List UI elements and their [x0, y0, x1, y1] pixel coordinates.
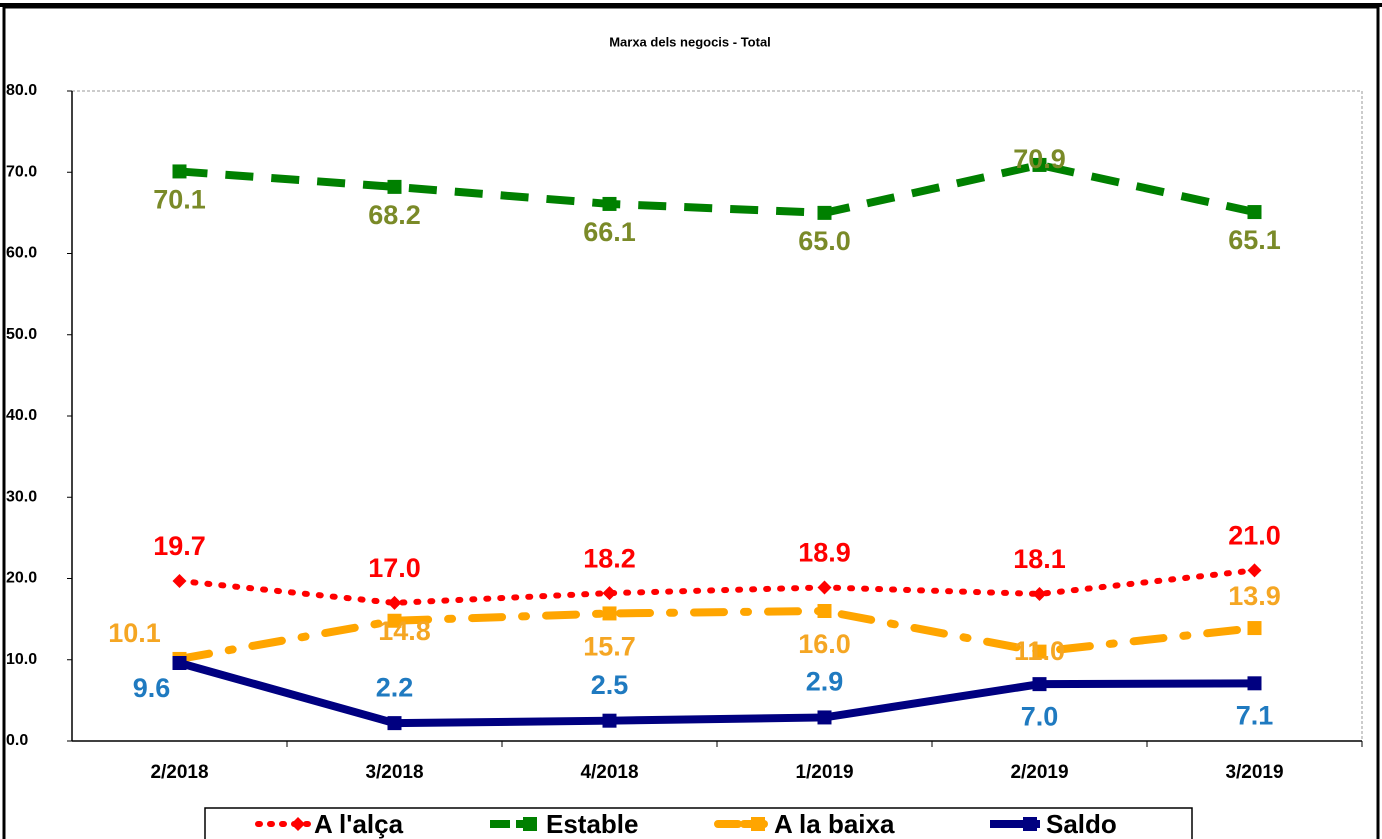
- data-label: 21.0: [1228, 521, 1281, 551]
- y-tick-label: 60.0: [6, 245, 37, 262]
- point: [817, 205, 832, 220]
- data-label: 68.2: [368, 200, 421, 230]
- legend-marker: [291, 817, 305, 831]
- y-tick-label: 20.0: [6, 570, 37, 587]
- data-label: 9.6: [133, 673, 171, 703]
- data-label: 17.0: [368, 553, 421, 583]
- data-label: 16.0: [798, 629, 851, 659]
- data-label: 2.2: [376, 672, 414, 702]
- x-tick-label: 2/2018: [150, 762, 208, 783]
- y-tick-label: 10.0: [6, 651, 37, 668]
- point: [817, 604, 832, 618]
- chart-title: Marxa dels negocis - Total: [609, 34, 771, 49]
- x-tick-label: 3/2019: [1225, 762, 1283, 783]
- y-tick-label: 30.0: [6, 488, 37, 505]
- data-label: 18.9: [798, 538, 851, 568]
- data-label: 65.1: [1228, 225, 1281, 255]
- data-label: 2.9: [806, 667, 844, 697]
- point: [1032, 157, 1047, 172]
- data-label: 70.9: [1013, 144, 1066, 174]
- data-label: 2.5: [591, 670, 629, 700]
- legend-marker: [523, 817, 537, 831]
- legend-label: A la baixa: [774, 809, 895, 839]
- point: [387, 716, 402, 731]
- y-tick-label: 0.0: [6, 732, 28, 749]
- point: [172, 164, 187, 179]
- y-tick-label: 50.0: [6, 326, 37, 343]
- data-label: 10.1: [108, 618, 161, 648]
- point: [1247, 676, 1262, 691]
- point: [1247, 205, 1262, 220]
- point: [1247, 621, 1262, 636]
- point: [602, 606, 617, 621]
- x-tick-label: 1/2019: [795, 762, 853, 783]
- point: [817, 710, 832, 725]
- data-label: 66.1: [583, 217, 636, 247]
- x-tick-label: 2/2019: [1010, 762, 1068, 783]
- legend-label: A l'alça: [314, 809, 404, 839]
- data-label: 7.1: [1236, 700, 1274, 730]
- series-line: [176, 567, 1258, 606]
- data-label: 11.0: [1014, 636, 1065, 666]
- point: [602, 196, 617, 211]
- series-line: [178, 659, 1255, 728]
- data-label: 70.1: [153, 185, 206, 215]
- data-label: 18.1: [1013, 544, 1066, 574]
- point: [1032, 644, 1047, 659]
- data-label: 65.0: [798, 226, 851, 256]
- point: [602, 713, 617, 728]
- point: [1032, 586, 1047, 601]
- data-label: 15.7: [583, 632, 636, 662]
- data-label: 18.2: [583, 543, 636, 573]
- point: [387, 179, 402, 194]
- x-tick-label: 4/2018: [580, 762, 638, 783]
- legend-marker: [1023, 817, 1037, 831]
- point: [817, 580, 832, 595]
- frame: [2, 5, 1380, 839]
- point: [1247, 563, 1262, 578]
- legend-label: Saldo: [1046, 809, 1117, 839]
- legend-label: Estable: [546, 809, 639, 839]
- point: [602, 586, 617, 601]
- point: [1032, 677, 1047, 692]
- data-label: 19.7: [153, 531, 206, 561]
- point: [387, 595, 402, 610]
- y-tick-label: 40.0: [6, 407, 37, 424]
- data-label: 13.9: [1228, 581, 1281, 611]
- point: [387, 613, 402, 628]
- legend-box: [204, 807, 1193, 839]
- data-label: 14.8: [378, 616, 431, 646]
- y-tick-label: 70.0: [6, 163, 37, 180]
- data-label: 7.0: [1021, 701, 1059, 731]
- point: [172, 656, 187, 670]
- y-tick-label: 80.0: [6, 82, 37, 99]
- legend-marker: [751, 817, 765, 831]
- x-tick-label: 3/2018: [365, 762, 423, 783]
- series-line: [175, 606, 1259, 663]
- point: [172, 573, 187, 588]
- plot-border: [72, 90, 1363, 741]
